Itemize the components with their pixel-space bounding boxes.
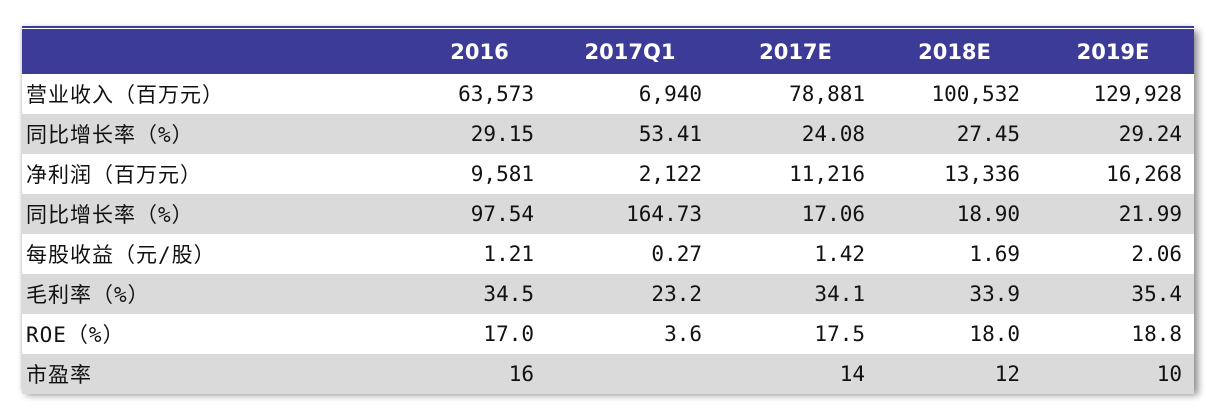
cell-value: 17.06 — [801, 202, 865, 226]
row-label: 净利润（百万元） — [26, 163, 202, 187]
cell-value: 164.73 — [626, 202, 702, 226]
table-row: 每股收益（元/股） 1.21 0.27 1.42 1.69 2.06 — [22, 234, 1194, 274]
cell-value: 1.21 — [483, 242, 534, 266]
table-row: 净利润（百万元） 9,581 2,122 11,216 13,336 16,26… — [22, 154, 1194, 194]
cell-value: 16 — [508, 362, 534, 386]
cell-value: 78,881 — [789, 82, 865, 106]
table-header-row: 2016 2017Q1 2017E 2018E 2019E — [22, 29, 1194, 74]
cell-value: 6,940 — [638, 82, 702, 106]
cell-value: 35.4 — [1131, 282, 1182, 306]
column-header-2018e: 2018E — [918, 39, 991, 64]
cell-value: 53.41 — [638, 122, 702, 146]
cell-value: 27.45 — [956, 122, 1020, 146]
column-header-2017e: 2017E — [759, 39, 832, 64]
column-header-2019e: 2019E — [1076, 39, 1150, 64]
cell-value: 13,336 — [944, 162, 1020, 186]
row-label: 毛利率（%） — [26, 283, 150, 307]
cell-value: 18.0 — [969, 322, 1020, 346]
cell-value: 0.27 — [651, 242, 702, 266]
cell-value: 129,928 — [1093, 82, 1182, 106]
cell-value: 2,122 — [638, 162, 702, 186]
cell-value: 23.2 — [651, 282, 702, 306]
table-row: 营业收入（百万元） 63,573 6,940 78,881 100,532 12… — [22, 74, 1194, 114]
cell-value: 29.15 — [470, 122, 534, 146]
cell-value: 34.5 — [483, 282, 534, 306]
table-row: 同比增长率（%） 29.15 53.41 24.08 27.45 29.24 — [22, 114, 1194, 154]
cell-value — [546, 354, 714, 394]
cell-value: 100,532 — [931, 82, 1020, 106]
row-label: 市盈率 — [26, 363, 92, 387]
table-row: ROE（%） 17.0 3.6 17.5 18.0 18.8 — [22, 314, 1194, 354]
cell-value: 17.0 — [483, 322, 534, 346]
column-header-2016: 2016 — [450, 39, 509, 64]
table-row: 市盈率 16 14 12 10 — [22, 354, 1194, 394]
row-label: 同比增长率（%） — [26, 123, 194, 147]
cell-value: 3.6 — [664, 322, 702, 346]
cell-value: 21.99 — [1118, 202, 1182, 226]
cell-value: 2.06 — [1131, 242, 1182, 266]
table-row: 同比增长率（%） 97.54 164.73 17.06 18.90 21.99 — [22, 194, 1194, 234]
cell-value: 18.8 — [1131, 322, 1182, 346]
cell-value: 63,573 — [458, 82, 534, 106]
cell-value: 34.1 — [814, 282, 865, 306]
cell-value: 11,216 — [789, 162, 865, 186]
financial-forecast-table: 2016 2017Q1 2017E 2018E 2019E 营业收入（百万元） … — [22, 29, 1194, 394]
table-row: 毛利率（%） 34.5 23.2 34.1 33.9 35.4 — [22, 274, 1194, 314]
cell-value: 97.54 — [470, 202, 534, 226]
cell-value: 17.5 — [814, 322, 865, 346]
column-header-2017q1: 2017Q1 — [584, 39, 676, 64]
row-label: 同比增长率（%） — [26, 203, 194, 227]
row-label: ROE（%） — [26, 323, 125, 347]
column-header-label — [22, 29, 413, 74]
row-label: 每股收益（元/股） — [26, 243, 216, 267]
cell-value: 24.08 — [801, 122, 865, 146]
financial-forecast-table-card: 2016 2017Q1 2017E 2018E 2019E 营业收入（百万元） … — [22, 26, 1194, 394]
cell-value: 9,581 — [470, 162, 534, 186]
cell-value: 16,268 — [1106, 162, 1182, 186]
cell-value: 29.24 — [1118, 122, 1182, 146]
cell-value: 18.90 — [956, 202, 1020, 226]
cell-value: 14 — [839, 362, 865, 386]
cell-value: 12 — [994, 362, 1020, 386]
row-label: 营业收入（百万元） — [26, 83, 224, 107]
cell-value: 10 — [1156, 362, 1182, 386]
cell-value: 33.9 — [969, 282, 1020, 306]
cell-value: 1.69 — [969, 242, 1020, 266]
cell-value: 1.42 — [814, 242, 865, 266]
top-rule — [22, 26, 1194, 28]
